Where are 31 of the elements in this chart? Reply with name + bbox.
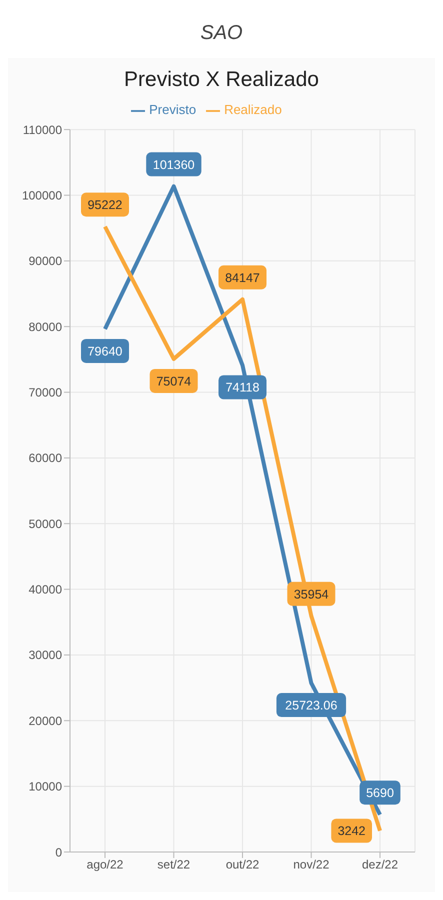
y-tick-label: 100000 [22,188,62,202]
data-label: 101360 [152,158,195,172]
chart-title: Previsto X Realizado [123,68,320,92]
chart-subtitle: SAO [199,21,244,46]
x-tick-label: nov/22 [293,858,330,872]
data-label: 75074 [156,374,192,388]
y-tick-label: 90000 [28,254,62,268]
y-tick-label: 80000 [28,320,62,334]
x-tick-label: dez/22 [362,858,398,872]
data-label: 84147 [225,270,260,285]
x-tick-label: out/22 [226,858,260,872]
y-tick-label: 30000 [28,648,62,662]
legend-label: Realizado [224,102,282,117]
x-tick-label: ago/22 [86,858,124,872]
data-label: 79640 [88,344,122,358]
y-tick-label: 70000 [28,386,62,400]
y-tick-label: 40000 [28,582,62,597]
data-label: 25723.06 [285,698,338,713]
data-label: 3242 [338,824,366,838]
y-tick-label: 10000 [28,780,62,794]
y-tick-label: 50000 [28,516,62,531]
x-tick-label: set/22 [157,858,190,872]
data-label: 74118 [226,380,260,395]
y-tick-label: 0 [55,845,62,860]
y-tick-label: 60000 [28,451,62,466]
data-label: 95222 [88,198,122,212]
y-tick-label: 110000 [22,122,62,137]
y-tick-label: 20000 [28,714,62,728]
data-label: 35954 [294,587,329,602]
data-label: 5690 [366,786,394,800]
legend-label: Previsto [149,102,196,117]
